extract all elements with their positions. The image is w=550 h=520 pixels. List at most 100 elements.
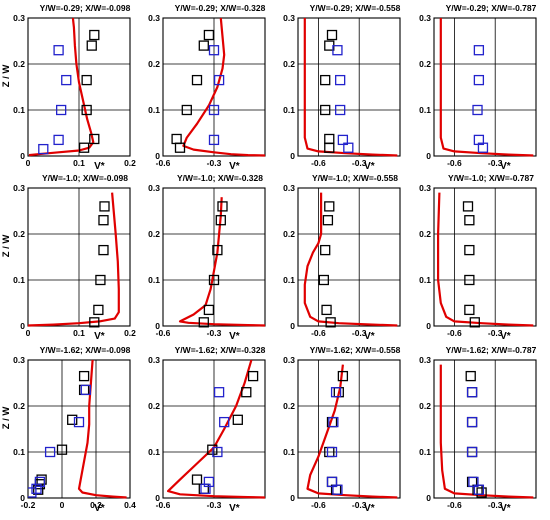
x-tick-label: -0.3 (207, 158, 222, 168)
y-tick-label: 0.3 (148, 13, 160, 23)
plot-frame (27, 17, 131, 157)
data-point (200, 483, 211, 494)
x-tick-label: 0.1 (73, 158, 85, 168)
data-point (320, 244, 331, 256)
y-tick-label: 0.3 (419, 355, 431, 365)
data-point (321, 304, 332, 316)
data-point (473, 45, 485, 56)
data-point (320, 74, 331, 86)
data-point (473, 74, 485, 86)
x-axis-label: V* (94, 161, 105, 172)
data-point (99, 201, 110, 212)
y-tick-label: 0.1 (13, 447, 25, 457)
y-tick-label: 0.3 (13, 183, 25, 193)
x-axis-label: V* (500, 161, 511, 172)
plot-frame (162, 359, 266, 499)
y-tick-label: 0.1 (13, 105, 25, 115)
data-point (477, 142, 489, 153)
plot-frame (162, 17, 266, 157)
data-point (95, 274, 106, 286)
data-point (217, 201, 228, 212)
y-tick-label: 0.2 (283, 229, 295, 239)
data-point (324, 133, 335, 145)
data-point (466, 416, 478, 428)
data-point (67, 414, 78, 425)
data-point (212, 446, 223, 458)
panel-title: Y/W=-0.29; X/W=-0.787 (446, 3, 537, 13)
plot-frame (297, 359, 401, 499)
data-point (203, 29, 215, 41)
data-point (86, 40, 97, 51)
plot-area (171, 17, 266, 157)
x-tick-label: -0.6 (156, 500, 171, 510)
panel-12: Y/W=-1.62; X/W=-0.787 0 0.1 0.2 0.3 -0.6 -0.3V… (419, 345, 536, 514)
plot-area (167, 359, 266, 499)
x-axis-label: V* (94, 503, 105, 514)
data-point (174, 142, 186, 153)
data-point (203, 476, 215, 488)
plot-frame (27, 359, 131, 499)
panel-4: Y/W=-0.29; X/W=-0.787 0 0.1 0.2 0.3 -0.6 -0.3V… (419, 3, 536, 172)
y-tick-label: 0.1 (13, 275, 25, 285)
data-point (476, 487, 487, 498)
x-tick-label: -0.3 (352, 500, 367, 510)
data-point (38, 143, 49, 155)
data-point (212, 244, 223, 256)
y-tick-label: 0.3 (13, 13, 25, 23)
x-tick-label: -0.6 (311, 500, 326, 510)
panel-1: Y/W=-0.29; X/W=-0.098 0 0.1 0.2 0.3 0 0.1 0.2 V*… (1, 3, 136, 172)
data-point (332, 45, 343, 56)
y-tick-label: 0.2 (13, 401, 25, 411)
y-tick-label: 0 (290, 151, 295, 161)
series-line (303, 18, 398, 157)
plot-frame (27, 187, 131, 327)
x-tick-label: 0.4 (124, 500, 136, 510)
data-point (326, 476, 338, 488)
data-point (61, 74, 72, 86)
data-point (462, 201, 474, 212)
x-tick-label: 0 (60, 500, 65, 510)
data-point (53, 45, 64, 56)
data-point (332, 484, 343, 495)
data-point (464, 304, 475, 316)
panel-title: Y/W=-1.0; X/W=-0.328 (177, 173, 263, 183)
y-tick-label: 0.1 (419, 447, 431, 457)
y-tick-label: 0 (290, 493, 295, 503)
y-tick-label: 0.2 (148, 229, 160, 239)
data-point (232, 414, 243, 425)
series-line (439, 364, 534, 499)
y-tick-label: 0.3 (13, 355, 25, 365)
data-point (468, 476, 479, 488)
x-tick-label: -0.3 (352, 328, 367, 338)
x-axis-label: V* (500, 331, 511, 342)
data-point (464, 215, 475, 226)
data-point (28, 487, 37, 498)
plot-area (303, 18, 398, 157)
plot-area (28, 359, 127, 499)
data-point (208, 134, 220, 146)
y-tick-label: 0.1 (283, 275, 295, 285)
plot-area (306, 364, 398, 499)
x-axis-label: V* (229, 503, 240, 514)
series-line (182, 17, 266, 157)
panel-title: Y/W=-0.29; X/W=-0.098 (40, 3, 131, 13)
data-point (198, 317, 209, 328)
y-tick-label: 0 (155, 151, 160, 161)
panel-11: Y/W=-1.62; X/W=-0.558 0 0.1 0.2 0.3 -0.6 -0.3V… (283, 345, 400, 514)
data-point (466, 387, 478, 398)
x-tick-label: -0.3 (352, 158, 367, 168)
y-tick-label: 0.3 (148, 183, 160, 193)
series-line (439, 18, 534, 157)
data-point (56, 104, 67, 116)
data-point (469, 317, 480, 328)
data-point (93, 304, 104, 316)
series-line (437, 192, 534, 327)
y-tick-label: 0 (426, 493, 431, 503)
x-tick-label: -0.6 (447, 158, 462, 168)
data-point (208, 274, 220, 286)
series-line (28, 192, 120, 327)
y-tick-label: 0.3 (283, 183, 295, 193)
data-point (53, 134, 64, 146)
plot-frame (297, 17, 401, 157)
